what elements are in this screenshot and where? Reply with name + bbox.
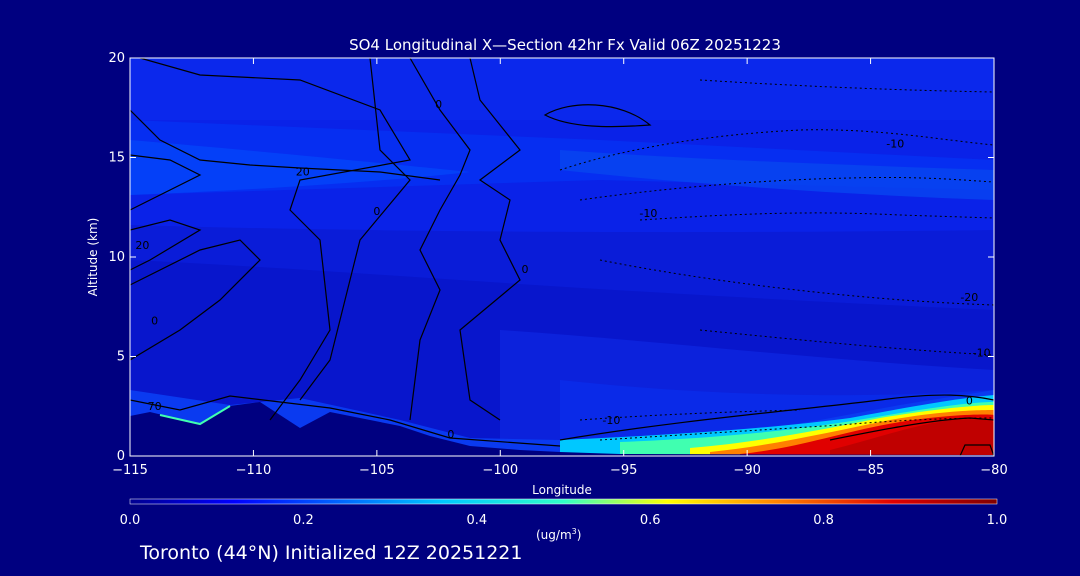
footer-initialized: Toronto (44°N) Initialized 12Z 20251221 [140,542,523,564]
colorbar-tick-label: 0.2 [293,513,314,528]
colorbar-tick-label: 0.6 [640,513,661,528]
x-tick-label: −115 [112,463,148,478]
contour-label: 70 [148,400,162,413]
contour-label: 0 [966,394,973,407]
colorbar-ticks: 0.0 0.2 0.4 0.6 0.8 1.0 [120,513,1008,528]
y-tick-label: 5 [117,350,125,365]
y-tick-label: 10 [108,250,125,265]
x-axis: −115 −110 −105 −100 −95 −90 −85 −80 [112,58,1008,478]
colorbar [129,498,998,505]
contour-label: 0 [151,315,158,328]
contour-label: 20 [135,239,149,252]
chart-title: SO4 Longitudinal X—Section 42hr Fx Valid… [349,36,781,54]
x-tick-label: −95 [610,463,637,478]
x-tick-label: −110 [236,463,272,478]
contour-label: -10 [973,347,991,360]
y-tick-label: 20 [108,51,125,66]
contour-label: 0 [373,205,380,218]
colorbar-tick-label: 0.0 [120,513,141,528]
y-tick-label: 15 [108,151,125,166]
x-tick-label: −105 [359,463,395,478]
colorbar-tick-label: 0.8 [813,513,834,528]
contour-label: -10 [639,207,657,220]
contour-label: 0 [435,98,442,111]
contour-label: -20 [960,291,978,304]
x-tick-label: −85 [857,463,884,478]
y-axis-label: Altitude (km) [86,218,100,297]
x-axis-label: Longitude [532,483,592,497]
plot-field: 20 0 0 -10 -10 -20 -10 20 0 0 -10 0 0 70 [130,58,994,456]
contour-label: -10 [886,138,904,151]
colorbar-tick-label: 0.4 [466,513,487,528]
x-tick-label: −80 [980,463,1007,478]
contour-label: -10 [602,414,620,427]
contour-label: 0 [521,263,528,276]
x-tick-label: −90 [733,463,760,478]
contour-label: 20 [296,165,310,178]
colorbar-tick-label: 1.0 [987,513,1008,528]
y-axis: 0 5 10 15 20 [108,51,994,464]
contour-label: 0 [447,428,454,441]
y-tick-label: 0 [117,449,125,464]
x-tick-label: −100 [482,463,518,478]
colorbar-units: (ug/m3) [536,527,581,542]
